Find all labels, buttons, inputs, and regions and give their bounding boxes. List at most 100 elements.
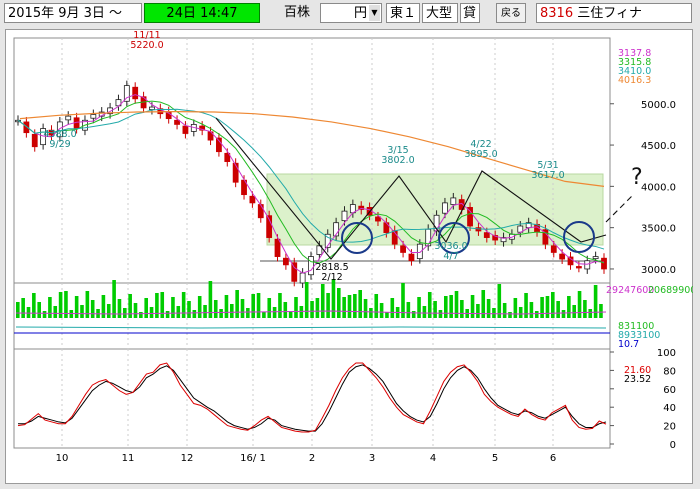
volume-bar xyxy=(304,282,309,318)
volume-bar xyxy=(508,312,512,318)
volume-bar xyxy=(165,311,170,318)
x-tick-label: 4 xyxy=(430,453,436,464)
candle-body xyxy=(601,257,607,270)
price-legend-value: 3410.0 xyxy=(618,66,651,77)
candle-body xyxy=(500,237,507,243)
candle-body xyxy=(358,205,365,210)
price-tick-label: 4000.0 xyxy=(641,182,676,193)
volume-bar xyxy=(583,300,587,318)
volume-bar xyxy=(246,308,250,318)
start-date-field[interactable]: 2015年 9月 3日 〜 xyxy=(4,3,142,23)
volume-bar xyxy=(224,295,229,318)
volume-bar xyxy=(128,294,132,318)
annotation-date: 9/29 xyxy=(49,139,70,150)
candle-body xyxy=(291,262,298,282)
annotation-date: 4/7 xyxy=(443,251,458,262)
pattern-line xyxy=(215,117,607,260)
volume-bar xyxy=(556,301,560,318)
volume-bar xyxy=(58,292,63,318)
price-legend-value: 3137.8 xyxy=(618,48,651,59)
candle-body xyxy=(567,256,574,266)
volume-bar xyxy=(101,295,106,318)
volume-bar xyxy=(256,293,261,318)
price-tick-label: 5000.0 xyxy=(641,100,676,111)
volume-bar xyxy=(385,312,389,318)
volume-legend-value: 831100 xyxy=(618,321,654,332)
price-unit-select[interactable]: 円 ▼ xyxy=(320,3,382,23)
volume-bar xyxy=(85,291,90,318)
volume-legend-value: 29247600 xyxy=(606,285,654,296)
volume-bar xyxy=(64,291,68,318)
annotation-date: 5/31 xyxy=(537,160,558,171)
bottom-highlight-circle xyxy=(341,222,373,254)
volume-bar xyxy=(572,305,576,318)
candle-body xyxy=(274,238,281,257)
volume-bar xyxy=(411,311,416,318)
volume-bar xyxy=(240,299,245,318)
volume-bar xyxy=(476,304,480,318)
annotation-price: 2818.5 xyxy=(315,262,348,273)
volume-bar xyxy=(449,295,453,318)
candle-body xyxy=(333,222,340,237)
volume-bar xyxy=(486,299,491,318)
stock-code-field[interactable]: 8316 三住フィナ xyxy=(536,3,692,23)
stoch-tick-label: 0 xyxy=(670,440,676,451)
back-button[interactable]: 戻る xyxy=(496,3,526,23)
question-mark: ? xyxy=(631,165,643,190)
volume-bar xyxy=(48,297,52,318)
credit-field[interactable]: 貸 xyxy=(460,3,480,23)
price-tick-label: 4500.0 xyxy=(641,141,676,152)
x-tick-label: 5 xyxy=(492,453,498,464)
volume-bar xyxy=(460,300,464,318)
candle-body xyxy=(383,222,390,234)
volume-bar xyxy=(213,300,218,318)
candle-body xyxy=(56,121,63,138)
volume-bar xyxy=(599,304,603,318)
stock-code: 8316 xyxy=(540,6,574,21)
chevron-down-icon: ▼ xyxy=(369,5,380,21)
volume-bar xyxy=(294,297,298,318)
candle-body xyxy=(584,260,591,270)
annotation-date: 2/12 xyxy=(321,272,342,283)
volume-bar xyxy=(347,295,352,318)
x-tick-label: 10 xyxy=(56,453,69,464)
ma-short-line xyxy=(17,94,605,274)
market-field[interactable]: 東１ xyxy=(386,3,420,23)
x-tick-label: 11 xyxy=(122,453,135,464)
volume-bar xyxy=(540,297,544,318)
volume-bar xyxy=(390,298,395,318)
volume-bar xyxy=(32,293,36,318)
price-legend-value: 3315.8 xyxy=(618,57,651,68)
annotation-date: 11/11 xyxy=(133,30,160,41)
price-unit-label: 円 xyxy=(353,6,367,21)
candle-body xyxy=(182,125,189,134)
volume-bar xyxy=(518,307,523,318)
x-tick-label: 12 xyxy=(181,453,194,464)
volume-bar xyxy=(422,306,427,318)
volume-bar xyxy=(470,295,475,318)
candle-body xyxy=(442,202,448,214)
volume-bar xyxy=(283,302,288,318)
candle-body xyxy=(257,204,264,219)
volume-ma-line xyxy=(15,310,607,315)
candle-body xyxy=(542,229,549,245)
volume-bar xyxy=(353,294,357,318)
end-date-field[interactable]: 24日 14:47 xyxy=(144,3,260,23)
volume-bar xyxy=(171,297,175,318)
candle-body xyxy=(266,215,273,238)
volume-legend-value: 10.7 xyxy=(618,339,639,350)
chart-canvas[interactable]: ? 5000.0 4500.0 4000.0 3500.0 3000.0 10 11 12 16… xyxy=(5,29,693,484)
candle-body xyxy=(224,152,231,162)
volume-bar xyxy=(235,290,239,318)
candle-body xyxy=(341,210,348,222)
volume-bar xyxy=(251,294,255,318)
candle-body xyxy=(174,119,180,125)
volume-bar xyxy=(593,285,598,318)
size-class-field[interactable]: 大型 xyxy=(422,3,458,23)
candle-body xyxy=(450,197,457,205)
candle-body xyxy=(107,107,113,115)
candle-body xyxy=(123,85,130,102)
volume-bar xyxy=(524,293,528,318)
ma-long-line xyxy=(17,108,605,250)
candle-body xyxy=(282,257,289,266)
